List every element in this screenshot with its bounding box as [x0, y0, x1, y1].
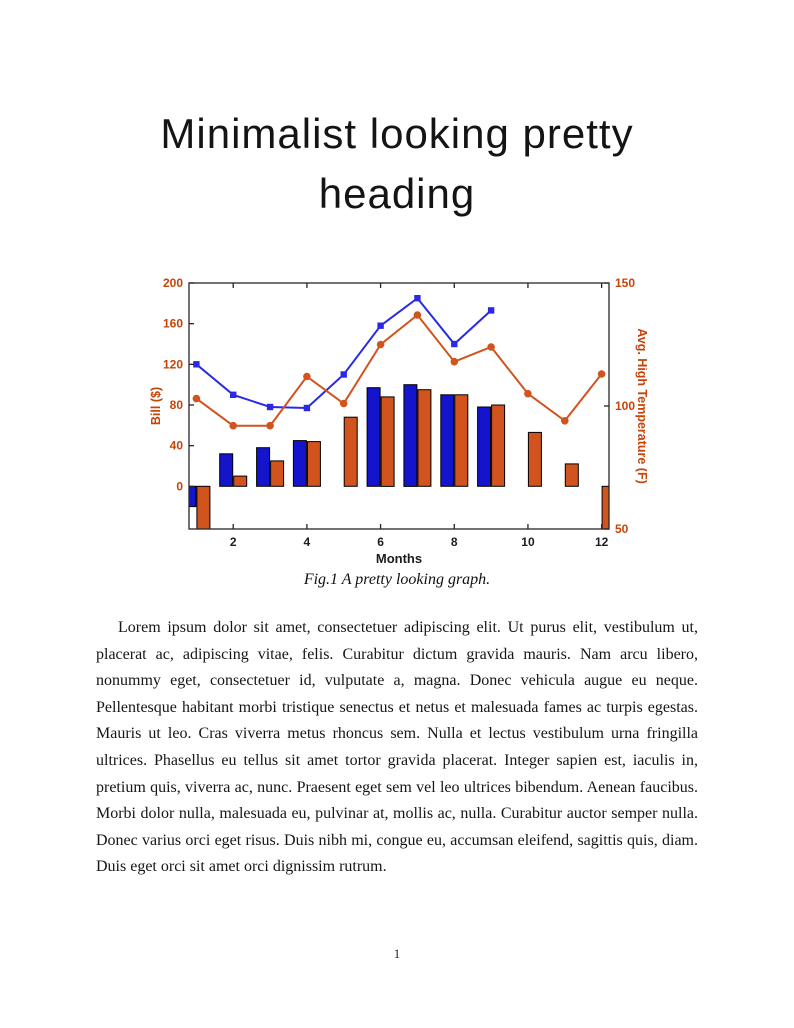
figure-chart: 0 40 80 120 160 200 50 100 150 2 4 6 8 10 12 Bill ($) Av…: [149, 276, 647, 565]
svg-text:4: 4: [304, 535, 311, 549]
svg-text:8: 8: [451, 535, 458, 549]
svg-text:40: 40: [170, 439, 184, 453]
svg-text:6: 6: [377, 535, 384, 549]
body-paragraph: Lorem ipsum dolor sit amet, consectetuer…: [96, 619, 698, 876]
svg-text:Months: Months: [376, 551, 422, 565]
svg-text:120: 120: [163, 358, 183, 372]
svg-text:150: 150: [615, 276, 635, 290]
svg-text:2: 2: [230, 535, 237, 549]
svg-text:80: 80: [170, 398, 184, 412]
svg-text:Bill ($): Bill ($): [149, 387, 163, 425]
svg-text:200: 200: [163, 276, 183, 290]
figure-caption: Fig.1 A pretty looking graph.: [303, 571, 491, 589]
figure: 0 40 80 120 160 200 50 100 150 2 4 6 8 10 12 Bill ($) Av…: [0, 273, 794, 589]
svg-text:10: 10: [521, 535, 535, 549]
page-number: 1: [393, 946, 401, 961]
svg-text:100: 100: [615, 399, 635, 413]
svg-text:160: 160: [163, 317, 183, 331]
document-heading: Minimalist looking pretty heading: [160, 110, 634, 217]
svg-text:0: 0: [176, 480, 183, 494]
svg-text:Avg. High Temperature (F): Avg. High Temperature (F): [635, 328, 647, 484]
svg-text:12: 12: [595, 535, 609, 549]
svg-text:50: 50: [615, 522, 629, 536]
